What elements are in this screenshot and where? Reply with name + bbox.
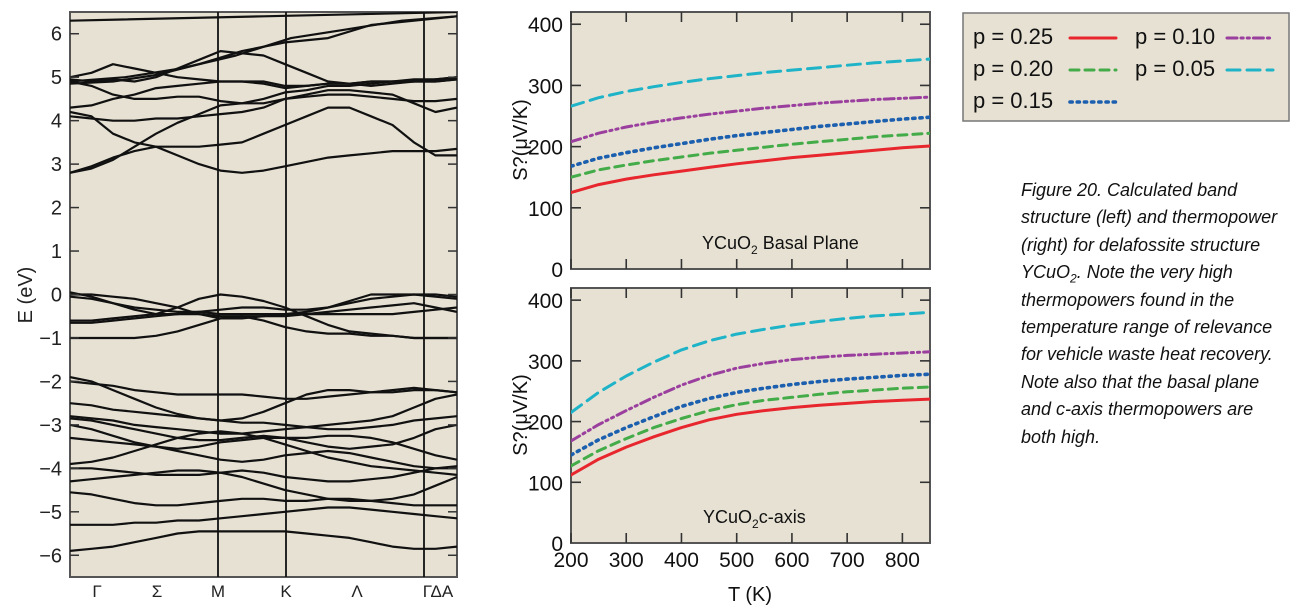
y-tick-label: 0 (551, 259, 563, 282)
y-tick-label: 0 (551, 533, 563, 556)
y-tick-label: 4 (51, 111, 62, 133)
y-tick-label: −5 (39, 502, 62, 524)
legend-label: p = 0.05 (1135, 56, 1215, 81)
series-line (571, 397, 930, 477)
series-line (571, 57, 930, 108)
band-line (70, 110, 457, 174)
x-tick-label: 500 (719, 549, 754, 572)
x-tick-label: 700 (830, 549, 865, 572)
y-tick-label: 6 (51, 24, 62, 46)
band-line (70, 376, 457, 422)
band-line (70, 402, 457, 431)
k-point-label: Γ (92, 582, 101, 601)
y-tick-label: 1 (51, 241, 62, 263)
y-tick-label: −6 (39, 545, 62, 567)
y-tick-label: 0 (51, 285, 62, 307)
y-tick-label: 2 (51, 198, 62, 220)
band-line (70, 315, 457, 340)
legend-label: p = 0.25 (973, 24, 1053, 49)
y-tick-label: 100 (528, 472, 563, 495)
y-tick-label: 200 (528, 137, 563, 160)
series-line (571, 372, 930, 457)
series-line (571, 385, 930, 468)
band-line (70, 93, 457, 174)
band-x-labels: Γ Σ M K Λ ΓΔA (92, 582, 454, 601)
series-line (571, 95, 930, 144)
basal-series (571, 57, 930, 194)
basal-y-axis-label: S?(μV/K) (510, 99, 532, 181)
series-line (571, 144, 930, 194)
thermopower-basal-panel: 0 100 200 300 400 YCuO2 Basal Plane S?(μV/K) (510, 11, 931, 282)
figure-caption: Figure 20. Calculated band structure (le… (1021, 180, 1278, 447)
band-line (70, 49, 457, 88)
band-line (70, 506, 457, 526)
thermopower-caxis-panel: 0 100 200 300 400 200 300 400 500 600 700 800 YCuO2… (510, 287, 931, 606)
band-line (70, 15, 457, 83)
series-line (571, 115, 930, 168)
series-line (571, 350, 930, 443)
y-tick-label: 200 (528, 412, 563, 435)
x-tick-label: 300 (609, 549, 644, 572)
y-tick-label: −4 (39, 458, 62, 480)
band-line (70, 12, 457, 22)
band-line (70, 465, 457, 483)
legend-label: p = 0.20 (973, 56, 1053, 81)
basal-plot-area (570, 11, 931, 270)
series-line (571, 310, 930, 414)
legend-box (962, 12, 1290, 122)
band-line (70, 436, 457, 470)
legend: p = 0.25 p = 0.10 p = 0.20 p = 0.05 p = 0.15 (962, 12, 1290, 122)
k-point-label: Σ (152, 582, 163, 601)
band-line (70, 530, 457, 552)
caxis-x-axis-label: T (K) (728, 584, 772, 606)
x-tick-label: 800 (885, 549, 920, 572)
k-point-label: ΓΔA (423, 582, 454, 601)
caxis-series (571, 310, 930, 477)
k-point-label: Λ (351, 582, 363, 601)
y-tick-label: 400 (528, 290, 563, 313)
basal-annotation: YCuO2 Basal Plane (702, 233, 859, 257)
k-point-label: M (211, 582, 225, 601)
band-y-ticks: 6 5 4 3 2 1 0 −1 −2 −3 −4 −5 −6 (39, 24, 457, 567)
caxis-y-axis-label: S?(μV/K) (510, 374, 532, 456)
band-line (70, 89, 457, 122)
band-line (70, 291, 457, 316)
legend-label: p = 0.15 (973, 88, 1053, 113)
basal-ticks: 0 100 200 300 400 (528, 12, 930, 282)
x-tick-label: 200 (553, 549, 588, 572)
x-tick-label: 400 (664, 549, 699, 572)
y-tick-label: 300 (528, 351, 563, 374)
band-y-axis-label: E (eV) (15, 267, 37, 324)
y-tick-label: 300 (528, 75, 563, 98)
y-tick-label: 3 (51, 154, 62, 176)
caxis-ticks: 0 100 200 300 400 200 300 400 500 600 700 800 (528, 288, 930, 572)
x-tick-label: 600 (774, 549, 809, 572)
band-line (70, 417, 457, 450)
band-line (70, 491, 457, 507)
band-lines (70, 12, 457, 552)
k-point-label: K (280, 582, 292, 601)
band-line (70, 469, 457, 502)
legend-label: p = 0.10 (1135, 24, 1215, 49)
band-line (70, 393, 457, 435)
y-tick-label: 400 (528, 14, 563, 37)
band-line (70, 295, 457, 316)
caxis-annotation: YCuO2c-axis (703, 507, 806, 531)
band-line (70, 430, 457, 476)
band-line (70, 106, 457, 174)
band-structure-panel: 6 5 4 3 2 1 0 −1 −2 −3 −4 −5 −6 Γ Σ M K Λ ΓΔA E (eV) (15, 11, 458, 601)
band-line (70, 293, 457, 320)
y-tick-label: −2 (39, 371, 62, 393)
y-tick-label: −3 (39, 415, 62, 437)
caxis-plot-area (570, 287, 931, 544)
band-line (70, 380, 457, 400)
band-line (70, 63, 457, 88)
y-tick-label: 5 (51, 67, 62, 89)
y-tick-label: 100 (528, 198, 563, 221)
y-tick-label: −1 (39, 328, 62, 350)
series-line (571, 131, 930, 179)
legend-entries: p = 0.25 p = 0.10 p = 0.20 p = 0.05 p = 0.15 (973, 24, 1275, 113)
